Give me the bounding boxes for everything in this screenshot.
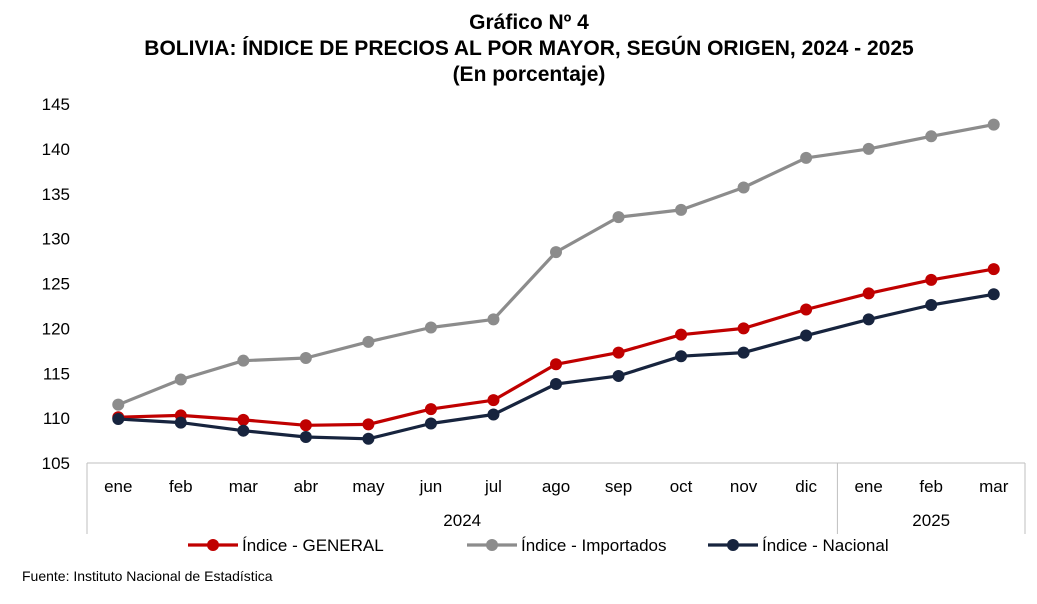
data-point-nacional	[925, 299, 938, 312]
x-tick-label: ene	[854, 477, 882, 496]
legend-label-general: Índice - GENERAL	[242, 536, 384, 555]
chart-subtitle: BOLIVIA: ÍNDICE DE PRECIOS AL POR MAYOR,…	[144, 37, 914, 60]
data-point-nacional	[612, 369, 625, 382]
data-point-importados	[737, 181, 750, 194]
source-note: Fuente: Instituto Nacional de Estadístic…	[22, 568, 273, 584]
data-point-general	[299, 419, 312, 432]
legend-marker-importados	[486, 539, 498, 551]
chart-unit: (En porcentaje)	[452, 63, 606, 86]
data-point-general	[550, 358, 562, 371]
data-point-importados	[112, 398, 125, 411]
data-point-importados	[487, 313, 500, 326]
x-tick-label: may	[352, 477, 385, 496]
y-tick-label: 115	[43, 364, 70, 383]
y-tick-label: 120	[42, 319, 70, 338]
data-point-nacional	[487, 408, 500, 421]
y-tick-label: 145	[42, 95, 70, 114]
data-point-nacional	[800, 329, 813, 342]
y-tick-label: 130	[42, 230, 70, 249]
x-tick-label: ago	[542, 477, 570, 496]
y-tick-label: 105	[42, 454, 70, 473]
legend-label-importados: Índice - Importados	[521, 536, 667, 555]
data-point-nacional	[362, 432, 375, 445]
data-point-importados	[174, 373, 187, 386]
data-point-nacional	[675, 350, 688, 363]
data-point-nacional	[737, 346, 750, 359]
x-tick-label: feb	[919, 477, 943, 496]
x-tick-label: nov	[730, 477, 758, 496]
x-tick-label: feb	[169, 477, 193, 496]
data-point-nacional	[862, 313, 875, 326]
data-point-importados	[987, 118, 1000, 131]
data-point-importados	[800, 151, 813, 164]
data-point-general	[862, 287, 875, 300]
year-group-label: 2025	[912, 511, 950, 530]
x-tick-label: dic	[795, 477, 817, 496]
data-point-general	[987, 263, 1000, 276]
series-line-general	[116, 267, 996, 427]
data-point-general	[612, 346, 625, 359]
data-point-nacional	[237, 424, 250, 437]
data-point-general	[800, 303, 813, 316]
y-tick-label: 110	[43, 409, 70, 428]
x-tick-label: mar	[229, 477, 259, 496]
data-point-nacional	[112, 413, 125, 426]
data-point-general	[925, 273, 938, 286]
y-tick-label: 135	[42, 185, 70, 204]
data-point-importados	[862, 142, 875, 155]
data-point-importados	[925, 130, 938, 143]
data-point-nacional	[424, 417, 437, 430]
y-tick-label: 140	[42, 140, 70, 159]
data-point-nacional	[987, 288, 1000, 301]
x-tick-label: jun	[419, 477, 443, 496]
data-point-importados	[237, 354, 250, 367]
data-point-nacional	[174, 416, 187, 429]
data-point-general	[675, 328, 688, 341]
data-point-importados	[612, 211, 625, 224]
chart-title: Gráfico Nº 4	[469, 11, 589, 34]
data-point-nacional	[550, 378, 562, 391]
data-point-general	[487, 394, 500, 407]
data-point-importados	[675, 203, 688, 216]
x-tick-label: ene	[104, 477, 132, 496]
legend-marker-general	[207, 539, 219, 551]
year-group-label: 2024	[443, 511, 481, 530]
data-point-importados	[550, 246, 562, 259]
legend-label-nacional: Índice - Nacional	[762, 536, 889, 555]
x-tick-label: jul	[484, 477, 502, 496]
data-point-importados	[424, 321, 437, 334]
x-tick-label: abr	[294, 477, 319, 496]
data-point-general	[362, 418, 375, 431]
x-tick-label: mar	[979, 477, 1009, 496]
data-point-general	[237, 413, 250, 426]
x-tick-label: sep	[605, 477, 632, 496]
data-point-importados	[299, 351, 312, 364]
x-tick-label: oct	[670, 477, 693, 496]
data-point-importados	[362, 335, 375, 348]
data-point-nacional	[299, 430, 312, 443]
y-tick-label: 125	[42, 275, 70, 294]
data-point-general	[424, 403, 437, 416]
data-point-general	[737, 322, 750, 335]
legend-marker-nacional	[727, 539, 739, 551]
chart-titles: Gráfico Nº 4 BOLIVIA: ÍNDICE DE PRECIOS …	[0, 10, 1037, 88]
